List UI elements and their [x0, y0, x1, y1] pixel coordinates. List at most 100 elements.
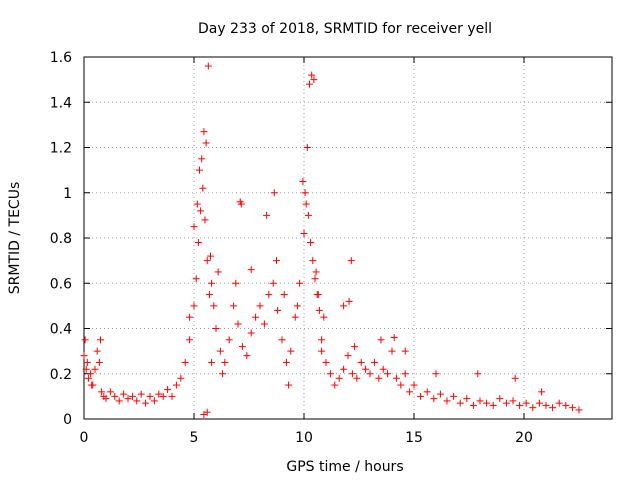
data-point [208, 279, 216, 287]
data-point [392, 374, 400, 382]
y-tick-label: 1.6 [50, 50, 72, 66]
data-point [450, 392, 458, 400]
data-point [296, 279, 304, 287]
data-point [377, 336, 385, 344]
x-axis-label: GPS time / hours [286, 459, 403, 475]
y-tick-label: 0.8 [50, 231, 72, 247]
data-point [93, 347, 101, 355]
data-point [273, 257, 280, 265]
data-point [142, 399, 150, 407]
data-point [207, 252, 214, 260]
data-point [181, 358, 189, 366]
data-point [326, 370, 334, 378]
data-point [98, 388, 106, 396]
data-point [562, 401, 570, 409]
data-point [256, 302, 264, 310]
x-tick-label: 15 [405, 430, 423, 446]
data-point [312, 268, 320, 276]
x-tick-label: 20 [515, 430, 533, 446]
data-point [285, 381, 293, 389]
data-point [102, 395, 110, 403]
data-point [193, 200, 201, 208]
data-point [406, 388, 414, 396]
data-point [542, 401, 550, 409]
data-point [232, 279, 240, 287]
data-point [208, 358, 216, 366]
data-point [309, 257, 317, 265]
data-point [469, 401, 477, 409]
data-point [335, 374, 343, 382]
data-point [186, 313, 194, 321]
data-point [150, 397, 158, 405]
data-point [476, 397, 484, 405]
data-point [351, 343, 359, 351]
data-point [84, 374, 92, 382]
data-point [320, 313, 328, 321]
data-point [549, 404, 557, 412]
data-point [307, 239, 315, 247]
data-point [198, 155, 206, 163]
data-point [230, 302, 238, 310]
data-point [301, 189, 309, 197]
data-point [133, 397, 141, 405]
y-tick-label: 0.4 [50, 322, 72, 338]
data-point [124, 395, 132, 403]
y-tick-label: 1.2 [50, 141, 72, 157]
data-point [111, 392, 119, 400]
data-point [388, 347, 396, 355]
data-point [128, 392, 136, 400]
data-point [538, 388, 546, 396]
data-point [432, 370, 440, 378]
data-point [291, 313, 299, 321]
data-point [370, 358, 378, 366]
data-point [221, 358, 229, 366]
data-point [379, 365, 387, 373]
data-point [348, 370, 356, 378]
data-point [168, 392, 176, 400]
data-point [270, 189, 278, 197]
data-point [212, 325, 220, 332]
data-point [200, 128, 208, 136]
data-point [204, 62, 212, 70]
data-point [318, 347, 326, 355]
data-point [489, 401, 497, 409]
chart-title: Day 233 of 2018, SRMTID for receiver yel… [198, 21, 492, 37]
data-point [219, 370, 227, 378]
data-point [529, 404, 537, 412]
data-point [496, 395, 504, 403]
grid [84, 57, 612, 419]
data-point [192, 275, 200, 283]
data-point [234, 320, 242, 328]
data-point [238, 343, 246, 351]
data-point [310, 76, 318, 84]
data-point [302, 200, 310, 208]
data-point [575, 406, 583, 414]
y-tick-label: 0 [63, 412, 72, 428]
data-point [443, 397, 451, 405]
data-point [95, 358, 103, 366]
data-point [357, 358, 365, 366]
data-point [436, 390, 444, 398]
data-point [194, 239, 202, 247]
data-point [82, 365, 90, 373]
data-point [164, 386, 172, 394]
data-point [293, 302, 301, 310]
data-point [322, 358, 330, 366]
data-point [214, 268, 222, 276]
axes [83, 56, 613, 420]
data-point [331, 381, 339, 389]
data-point [115, 397, 123, 405]
data-point [278, 336, 286, 344]
data-point [263, 211, 271, 219]
data-point [516, 401, 524, 409]
data-point [366, 370, 374, 378]
data-point [199, 184, 207, 192]
data-point [83, 358, 91, 366]
data-point [196, 166, 203, 174]
data-point [397, 381, 405, 389]
data-point [463, 395, 471, 403]
data-point [318, 336, 326, 344]
data-point [568, 404, 576, 412]
